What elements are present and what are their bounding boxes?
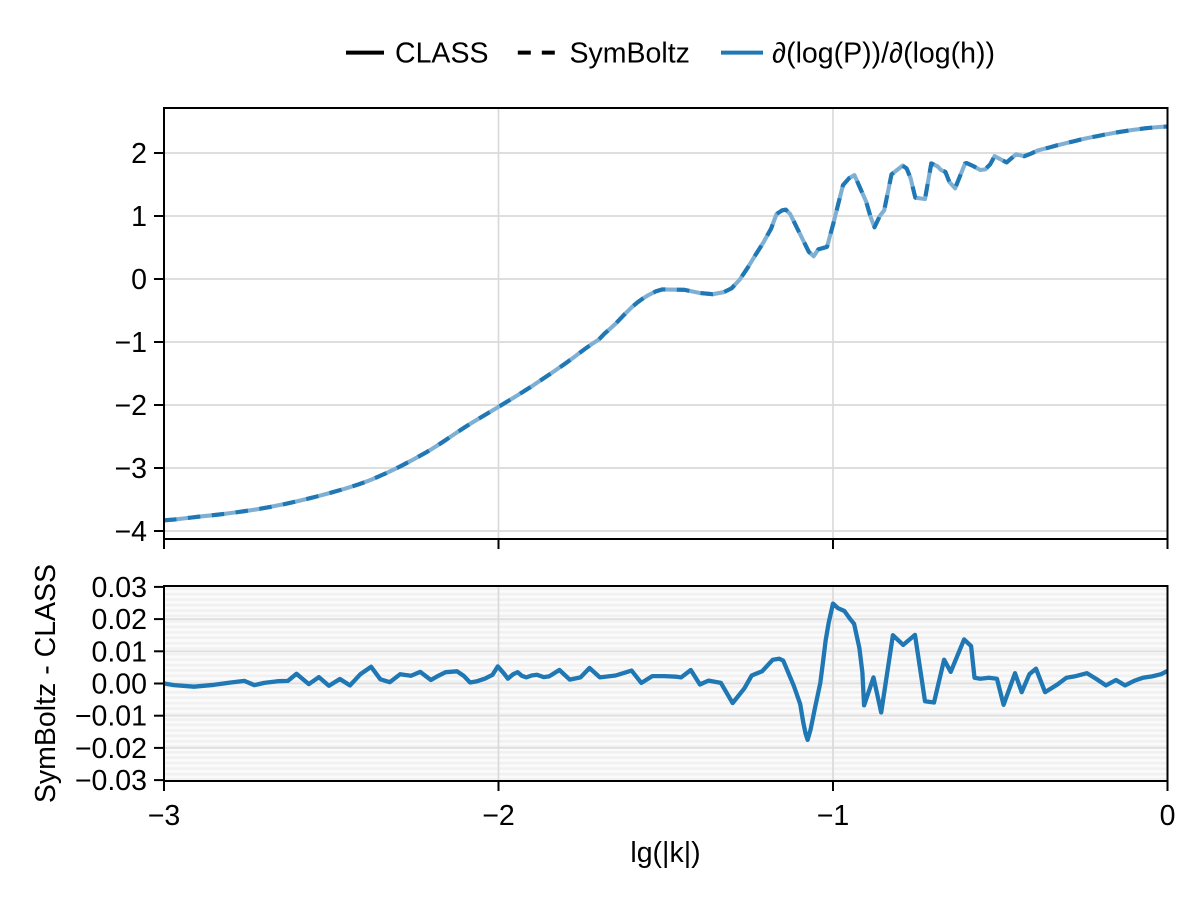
svg-text:0.01: 0.01: [92, 636, 147, 668]
svg-text:∂(log(P))/∂(log(h)): ∂(log(P))/∂(log(h)): [772, 38, 995, 70]
svg-text:−4: −4: [115, 516, 148, 548]
svg-text:0.03: 0.03: [92, 572, 147, 604]
svg-text:−2: −2: [115, 390, 148, 422]
svg-text:lg(|k|): lg(|k|): [630, 837, 700, 869]
svg-text:SymBoltz - CLASS: SymBoltz - CLASS: [30, 564, 62, 803]
svg-text:CLASS: CLASS: [395, 38, 488, 70]
svg-text:0: 0: [131, 264, 147, 296]
svg-text:0.02: 0.02: [92, 604, 147, 636]
svg-text:1: 1: [131, 201, 147, 233]
svg-text:2: 2: [131, 138, 147, 170]
svg-text:SymBoltz: SymBoltz: [570, 38, 690, 70]
svg-text:−3: −3: [115, 453, 148, 485]
svg-text:−0.03: −0.03: [75, 765, 147, 797]
svg-text:−1: −1: [115, 327, 148, 359]
svg-text:0: 0: [1160, 800, 1176, 832]
svg-text:−3: −3: [148, 800, 181, 832]
svg-text:−0.02: −0.02: [75, 733, 147, 765]
svg-text:0.00: 0.00: [92, 669, 147, 701]
svg-text:−0.01: −0.01: [75, 701, 147, 733]
svg-text:−2: −2: [482, 800, 515, 832]
svg-text:−1: −1: [817, 800, 850, 832]
